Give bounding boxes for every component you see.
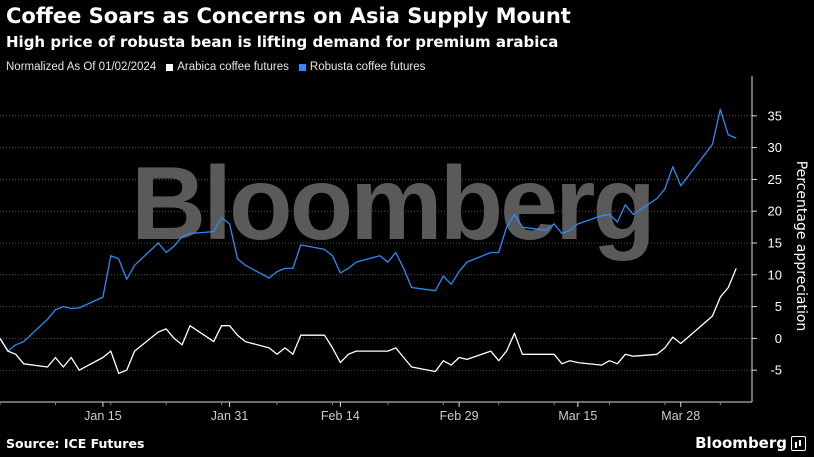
line-chart: Bloomberg -5 0 5 10 15 20 25 30 35 Jan 15 Jan 31 Fe… xyxy=(0,76,809,421)
chart-title: Coffee Soars as Concerns on Asia Supply … xyxy=(6,4,571,28)
legend-swatch-robusta xyxy=(298,63,306,71)
bloomberg-logo: Bloomberg xyxy=(695,434,806,452)
legend-label-arabica: Arabica coffee futures xyxy=(177,61,289,73)
series-line-robusta xyxy=(0,108,737,352)
y-tick-label: 30 xyxy=(768,140,782,155)
x-tick-label: Jan 15 xyxy=(84,409,122,421)
legend-swatch-arabica xyxy=(166,63,174,71)
y-tick-label: 5 xyxy=(775,299,782,314)
legend-note: Normalized As Of 01/02/2024 xyxy=(6,61,157,73)
x-tick-label: Jan 31 xyxy=(211,409,249,421)
x-tick-label: Mar 15 xyxy=(558,409,597,421)
legend-item-robusta: Robusta coffee futures xyxy=(298,61,426,73)
y-axis-label: Percentage appreciation xyxy=(793,161,809,332)
x-tick-label: Feb 29 xyxy=(440,409,479,421)
legend: Normalized As Of 01/02/2024 Arabica coff… xyxy=(6,61,425,73)
y-tick-label: 20 xyxy=(768,204,782,219)
y-tick-label: 25 xyxy=(768,172,782,187)
brand-label: Bloomberg xyxy=(695,434,787,452)
series-layer xyxy=(0,108,737,375)
y-tick-label: -5 xyxy=(770,363,782,378)
watermark: Bloomberg xyxy=(131,146,653,262)
watermark-layer: Bloomberg xyxy=(131,146,656,262)
legend-item-arabica: Arabica coffee futures xyxy=(166,61,289,73)
source-note: Source: ICE Futures xyxy=(6,436,145,451)
legend-label-robusta: Robusta coffee futures xyxy=(309,61,426,73)
chart-icon xyxy=(791,435,806,451)
chart-subtitle: High price of robusta bean is lifting de… xyxy=(6,33,559,51)
y-tick-label: 0 xyxy=(775,331,782,346)
x-tick-label: Mar 28 xyxy=(661,409,700,421)
y-tick-label: 35 xyxy=(768,108,782,123)
y-tick-label: 15 xyxy=(768,236,782,251)
axes: -5 0 5 10 15 20 25 30 35 Jan 15 Jan 31 Feb 14 Feb 29… xyxy=(0,76,782,421)
x-tick-label: Feb 14 xyxy=(321,409,360,421)
series-line-arabica xyxy=(0,268,737,375)
y-tick-label: 10 xyxy=(768,267,782,282)
